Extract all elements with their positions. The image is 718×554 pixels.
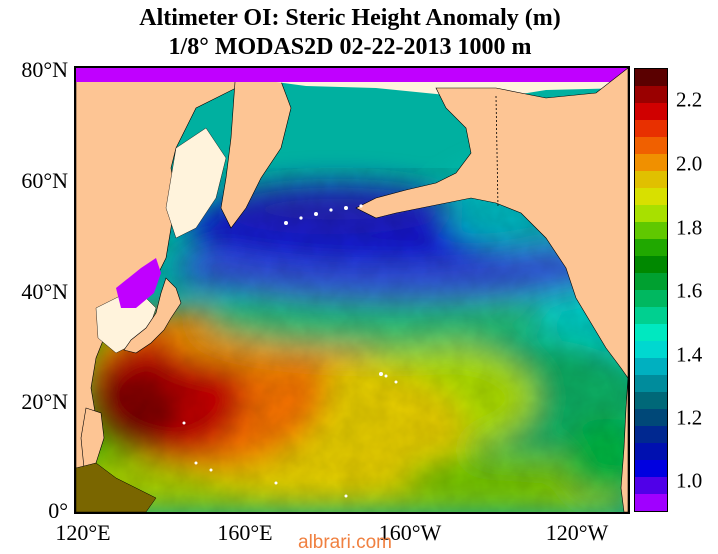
colorbar-segment	[635, 477, 667, 494]
colorbar-segment	[635, 205, 667, 222]
aleutian-islands	[284, 204, 363, 225]
colorbar-label-1-8: 1.8	[676, 215, 703, 240]
colorbar-segment	[635, 324, 667, 341]
alaska-border	[495, 95, 499, 209]
colorbar-label-1-0: 1.0	[676, 468, 703, 493]
colorbar-label-1-2: 1.2	[676, 405, 703, 430]
colorbar-label-1-6: 1.6	[676, 278, 703, 303]
okhotsk-ice-region	[165, 127, 227, 239]
pacific-islands	[182, 372, 398, 498]
colorbar-segment	[635, 375, 667, 392]
colorbar-segment	[635, 69, 667, 86]
lat-label-20n: 20°N	[21, 389, 68, 414]
colorbar-segment	[635, 120, 667, 137]
central-america	[620, 377, 628, 512]
colorbar-segment	[635, 307, 667, 324]
lat-label-80n: 80°N	[21, 57, 68, 82]
lon-label-120w: 120°W	[545, 520, 609, 545]
borneo-new-guinea	[76, 462, 157, 512]
colorbar-segment	[635, 188, 667, 205]
colorbar-segment	[635, 460, 667, 477]
watermark: albrari.com	[298, 532, 392, 553]
colorbar-label-2-2: 2.2	[676, 87, 703, 112]
japan-islands	[123, 277, 182, 354]
lon-label-160w: 160°W	[378, 520, 442, 545]
colorbar-segment	[635, 409, 667, 426]
lon-label-160e: 160°E	[217, 520, 273, 545]
colorbar-segment	[635, 171, 667, 188]
colorbar-segment	[635, 239, 667, 256]
steric-height-map	[76, 68, 628, 512]
map-panel	[74, 66, 630, 514]
colorbar-segment	[635, 426, 667, 443]
colorbar-label-2-0: 2.0	[676, 151, 703, 176]
okhotsk-nodata	[116, 258, 161, 308]
map-title: Altimeter OI: Steric Height Anomaly (m) …	[0, 4, 700, 62]
colorbar-segment	[635, 392, 667, 409]
arctic-nodata	[76, 68, 628, 82]
lat-label-60n: 60°N	[21, 168, 68, 193]
title-line-2: 1/8° MODAS2D 02-22-2013 1000 m	[168, 34, 532, 60]
colorbar-segment	[635, 256, 667, 273]
colorbar-segment	[635, 341, 667, 358]
colorbar	[634, 68, 668, 512]
colorbar-segment	[635, 273, 667, 290]
colorbar-segment	[635, 154, 667, 171]
colorbar-label-1-4: 1.4	[676, 342, 703, 367]
colorbar-segment	[635, 86, 667, 103]
colorbar-segment	[635, 358, 667, 375]
north-america-landmass	[355, 68, 628, 379]
lat-label-0: 0°	[48, 498, 68, 523]
colorbar-segment	[635, 137, 667, 154]
kamchatka-peninsula	[220, 68, 292, 229]
title-line-1: Altimeter OI: Steric Height Anomaly (m)	[139, 5, 561, 31]
lat-label-40n: 40°N	[21, 279, 68, 304]
colorbar-segment	[635, 222, 667, 239]
lon-label-120e: 120°E	[55, 520, 111, 545]
colorbar-segment	[635, 103, 667, 120]
colorbar-segment	[635, 494, 667, 511]
colorbar-segment	[635, 290, 667, 307]
colorbar-segment	[635, 443, 667, 460]
